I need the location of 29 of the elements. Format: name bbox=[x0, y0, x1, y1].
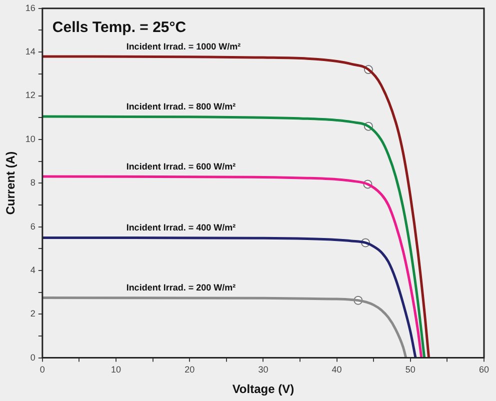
text: Cells Temp. = 25°C bbox=[52, 19, 186, 36]
x-tick-label: 10 bbox=[111, 364, 122, 375]
line-series bbox=[42, 296, 408, 358]
y-tick-label: 12 bbox=[25, 90, 36, 100]
y-tick-label: 16 bbox=[25, 2, 36, 13]
series-label: Incident Irrad. = 800 W/m² bbox=[126, 101, 236, 112]
y-tick-label: 10 bbox=[25, 134, 36, 144]
x-tick-label: 60 bbox=[478, 364, 490, 375]
x-tick-label: 30 bbox=[258, 364, 268, 375]
x-tick-label: 0 bbox=[40, 364, 45, 375]
x-tick-label: 50 bbox=[405, 364, 416, 375]
series-label: Incident Irrad. = 1000 W/m² bbox=[126, 41, 241, 52]
y-tick-label: 8 bbox=[30, 178, 36, 188]
y-tick-label: 0 bbox=[30, 352, 36, 362]
x-tick-label: 20 bbox=[184, 364, 195, 375]
series-label: Incident Irrad. = 600 W/m² bbox=[126, 162, 236, 172]
y-tick-label: 2 bbox=[30, 308, 36, 319]
y-tick-label: 6 bbox=[30, 221, 36, 232]
x-tick-label: 40 bbox=[332, 364, 342, 375]
y-axis-title: Current (A) bbox=[4, 151, 18, 215]
y-tick-label: 4 bbox=[30, 264, 36, 275]
series-label: Incident Irrad. = 400 W/m² bbox=[126, 222, 236, 233]
line-series bbox=[42, 236, 417, 358]
line-series bbox=[42, 55, 430, 358]
y-tick-label: 14 bbox=[25, 46, 36, 57]
x-axis-title: Voltage (V) bbox=[232, 382, 294, 396]
series-label: Incident Irrad. = 200 W/m² bbox=[126, 282, 236, 293]
line-series bbox=[42, 115, 426, 358]
line-series bbox=[42, 175, 423, 358]
